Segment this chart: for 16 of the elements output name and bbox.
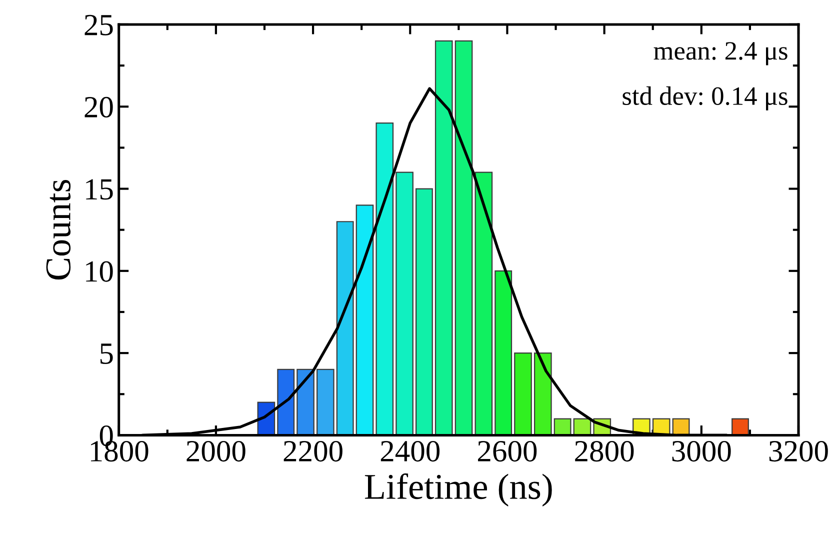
x-tick-label: 2600 — [478, 440, 537, 462]
x-tick-label: 2400 — [380, 440, 440, 462]
y-axis-title: Counts — [46, 180, 71, 280]
annotation: mean: 2.4 μs — [654, 42, 788, 66]
x-tick-label: 3000 — [672, 440, 731, 462]
y-tick-label: 10 — [86, 261, 113, 282]
x-tick-label: 2800 — [575, 440, 634, 462]
x-tick-label: 2000 — [186, 440, 246, 462]
y-tick-label: 25 — [84, 14, 113, 36]
y-tick-label: 15 — [86, 179, 113, 200]
y-tick-label: 20 — [84, 96, 113, 118]
x-tick-label: 2200 — [284, 440, 342, 462]
x-tick-label: 3200 — [769, 440, 828, 462]
y-tick-label: 5 — [100, 344, 113, 364]
annotation: std dev: 0.14 μs — [622, 86, 788, 110]
x-axis-title: Lifetime (ns) — [364, 473, 552, 506]
